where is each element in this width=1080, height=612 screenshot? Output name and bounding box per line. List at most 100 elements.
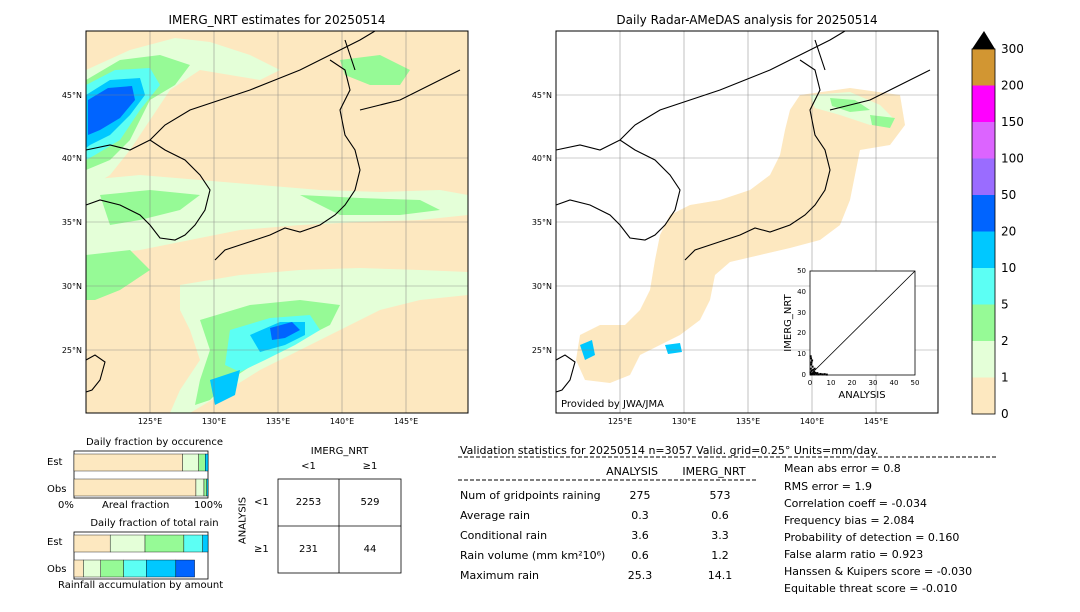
fraction-bar-segment — [146, 559, 177, 578]
score-pod: Probability of detection = 0.160 — [784, 531, 960, 544]
scatter-point — [810, 369, 813, 372]
scatter-point — [825, 373, 828, 376]
fraction-bar-segment — [202, 534, 209, 553]
stat-label-conditional: Conditional rain — [460, 529, 548, 542]
score-ets: Equitable threat score = -0.010 — [784, 582, 958, 595]
fraction-bar-segment — [73, 453, 183, 472]
right-lat-label-40: 40°N — [532, 154, 552, 163]
right-lat-label-45: 45°N — [532, 91, 552, 100]
scatter-point — [814, 371, 817, 374]
stat-label-maximum: Maximum rain — [460, 569, 539, 582]
validation-dividers — [458, 456, 996, 481]
provider-credit: Provided by JWA/JMA — [561, 399, 664, 410]
scatter-xtick-50: 50 — [911, 379, 920, 387]
right-lat-label-35: 35°N — [532, 218, 552, 227]
right-lon-label-135: 135°E — [736, 417, 760, 426]
stat-label-volume: Rain volume (mm km²10⁶) — [460, 549, 606, 562]
scatter-point — [809, 355, 812, 358]
right-lon-label-130: 130°E — [672, 417, 696, 426]
left-lon-label-125: 125°E — [138, 417, 162, 426]
left-lon-label-145: 145°E — [394, 417, 418, 426]
right-lon-label-145: 145°E — [864, 417, 888, 426]
scatter-point — [811, 365, 814, 368]
scatter-point — [811, 372, 814, 375]
contingency-cell-a: 2253 — [295, 497, 322, 508]
colorbar-label: 1 — [1001, 371, 1009, 385]
occurrence-title: Daily fraction by occurence — [85, 437, 223, 448]
fraction-bar-segment — [100, 559, 124, 578]
left-lat-label-25: 25°N — [62, 346, 82, 355]
left-lat-label-30: 30°N — [62, 282, 82, 291]
score-frequency-bias: Frequency bias = 2.084 — [784, 514, 915, 527]
contingency-cell-d: 44 — [363, 544, 377, 555]
right-lon-label-125: 125°E — [608, 417, 632, 426]
colorbar: 0 1 2 5 10 20 50 100 150 200 300 — [971, 31, 1024, 421]
fraction-bar-segment — [73, 559, 84, 578]
colorbar-label: 150 — [1001, 115, 1024, 129]
contingency-grid — [277, 478, 402, 574]
contingency-cell-c: 231 — [298, 544, 319, 555]
scatter-xtick-0: 0 — [808, 379, 812, 387]
occurrence-axis-left: 0% — [58, 500, 74, 511]
right-lat-label-25: 25°N — [532, 346, 552, 355]
left-lat-label-40: 40°N — [62, 154, 82, 163]
scatter-point — [809, 367, 812, 370]
total-rain-caption: Rainfall accumulation by amount — [58, 580, 224, 591]
fraction-bar-segment — [175, 559, 195, 578]
total-rain-title: Daily fraction of total rain — [90, 518, 219, 529]
occurrence-axis-mid: Areal fraction — [102, 500, 170, 511]
scatter-ylabel: IMERG_NRT — [783, 293, 794, 351]
fraction-bar-segment — [182, 453, 199, 472]
colorbar-segment — [972, 85, 995, 122]
validation-header: Validation statistics for 20250514 n=305… — [460, 444, 879, 457]
right-map-title: Daily Radar-AMeDAS analysis for 20250514 — [616, 13, 878, 27]
fraction-bar-segment — [123, 559, 147, 578]
scatter-ytick-50: 50 — [797, 267, 806, 275]
contingency-col-ge: ≥1 — [362, 461, 378, 472]
scatter-point — [809, 371, 812, 374]
total-rain-chart — [73, 531, 209, 580]
fraction-bar-segment — [73, 478, 197, 497]
stat-imerg-volume: 1.2 — [711, 549, 729, 562]
scatter-point — [817, 373, 820, 376]
colorbar-segment — [972, 195, 995, 232]
total-rain-est-label: Est — [47, 537, 63, 548]
score-correlation: Correlation coeff = -0.034 — [784, 497, 927, 510]
colorbar-segment — [972, 49, 995, 86]
fraction-bar-segment — [73, 534, 111, 553]
score-rms: RMS error = 1.9 — [784, 480, 872, 493]
scatter-ytick-30: 30 — [797, 309, 806, 317]
colorbar-segment — [972, 268, 995, 305]
occurrence-axis-right: 100% — [194, 500, 223, 511]
stat-label-average: Average rain — [460, 509, 530, 522]
right-map: 0 10 20 30 40 50 0 10 20 30 40 50 ANALYS… — [532, 30, 939, 426]
stat-analysis-conditional: 3.6 — [631, 529, 649, 542]
scatter-point — [813, 373, 816, 376]
scatter-xtick-30: 30 — [869, 379, 878, 387]
left-lon-label-140: 140°E — [330, 417, 354, 426]
left-map: 45°N 40°N 35°N 30°N 25°N 125°E 130°E 135… — [62, 30, 469, 426]
left-lat-label-35: 35°N — [62, 218, 82, 227]
contingency-col-title: IMERG_NRT — [310, 446, 369, 457]
colorbar-segment — [972, 304, 995, 341]
validation-col-imerg: IMERG_NRT — [682, 465, 746, 478]
stat-analysis-maximum: 25.3 — [627, 569, 653, 582]
scatter-point — [810, 361, 813, 364]
scatter-point — [816, 372, 819, 375]
stat-imerg-average: 0.6 — [711, 509, 729, 522]
score-far: False alarm ratio = 0.923 — [784, 548, 924, 561]
scatter-xtick-40: 40 — [890, 379, 899, 387]
right-lon-label-140: 140°E — [800, 417, 824, 426]
left-lon-label-130: 130°E — [202, 417, 226, 426]
fraction-bar-segment — [183, 534, 203, 553]
occurrence-obs-label: Obs — [47, 484, 67, 495]
total-rain-obs-label: Obs — [47, 564, 67, 575]
colorbar-segment — [972, 122, 995, 159]
fraction-bar-segment — [144, 534, 185, 553]
colorbar-label: 2 — [1001, 334, 1009, 348]
scatter-point — [813, 370, 816, 373]
scatter-xtick-20: 20 — [848, 379, 857, 387]
scatter-point — [813, 367, 816, 370]
score-mae: Mean abs error = 0.8 — [784, 462, 901, 475]
scatter-xtick-10: 10 — [827, 379, 836, 387]
